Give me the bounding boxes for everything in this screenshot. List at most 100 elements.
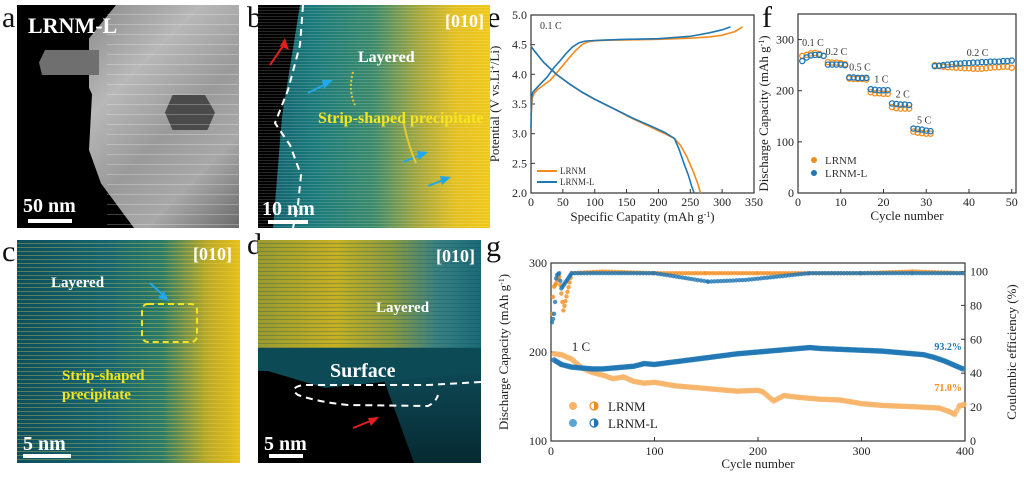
efficiency-point-lrnm-l (777, 274, 782, 279)
x-tick-label: 200 (649, 195, 667, 209)
data-point-lrnm-l (799, 57, 806, 65)
legend-marker-efficiency-lrnm (589, 401, 599, 411)
capacity-point-lrnm-l (748, 349, 755, 356)
capacity-point-lrnm-l (918, 351, 925, 358)
capacity-point-lrnm-l (846, 346, 852, 353)
efficiency-point-lrnm (929, 269, 935, 275)
capacity-point-lrnm-l (695, 356, 701, 362)
efficiency-point-lrnm (591, 269, 596, 275)
capacity-point-lrnm (811, 395, 817, 402)
efficiency-point-lrnm-l (698, 278, 704, 283)
efficiency-point-lrnm-l (734, 278, 739, 283)
capacity-point-lrnm-l (809, 344, 815, 351)
capacity-point-lrnm-l (813, 345, 819, 351)
rate-label: 1 C (874, 75, 889, 86)
efficiency-point-lrnm-l (606, 270, 612, 276)
capacity-point-lrnm-l (960, 366, 966, 372)
efficiency-point-lrnm (551, 284, 557, 289)
capacity-point-lrnm-l (794, 345, 801, 352)
y-tick-label: 200 (529, 345, 547, 359)
efficiency-point-lrnm (905, 269, 911, 274)
efficiency-point-lrnm-l (893, 270, 898, 276)
capacity-point-lrnm-l (651, 361, 658, 368)
efficiency-point-lrnm-l (774, 274, 779, 279)
layered-region (258, 240, 481, 350)
capacity-point-lrnm-l (947, 360, 954, 367)
capacity-point-lrnm-l (937, 356, 943, 363)
efficiency-point-lrnm (667, 270, 673, 276)
efficiency-point-lrnm (832, 270, 837, 276)
efficiency-point-lrnm-l (730, 278, 736, 283)
capacity-point-lrnm (953, 407, 960, 414)
efficiency-point-lrnm-l (588, 270, 593, 276)
capacity-point-lrnm-l (949, 361, 956, 368)
capacity-point-lrnm-l (583, 365, 589, 372)
capacity-point-lrnm-l (573, 364, 579, 371)
data-point-lrnm-l (918, 126, 926, 133)
capacity-point-lrnm-l (557, 361, 564, 367)
scalebar-a (28, 219, 72, 223)
efficiency-point-lrnm (884, 270, 889, 275)
capacity-point-lrnm-l (686, 357, 693, 363)
data-point-lrnm (897, 105, 904, 112)
capacity-point-lrnm-l (908, 350, 914, 357)
efficiency-point-lrnm (625, 270, 630, 275)
efficiency-point-lrnm (887, 270, 892, 275)
capacity-point-lrnm (842, 397, 848, 404)
capacity-point-lrnm-l (895, 349, 902, 356)
capacity-point-lrnm (931, 404, 937, 411)
efficiency-point-lrnm-l (612, 270, 618, 276)
blue-arrow-head (158, 291, 169, 301)
capacity-point-lrnm (875, 402, 881, 408)
efficiency-point-lrnm (731, 270, 737, 276)
efficiency-point-lrnm-l (884, 270, 889, 276)
efficiency-point-lrnm-l (565, 277, 570, 282)
efficiency-point-lrnm-l (810, 270, 816, 276)
capacity-point-lrnm (668, 382, 674, 388)
micrograph-a: LRNM-L 50 nm (17, 5, 239, 228)
capacity-point-lrnm-l (953, 363, 960, 370)
efficiency-point-lrnm (896, 269, 901, 275)
efficiency-point-lrnm (686, 270, 691, 276)
efficiency-point-lrnm-l (942, 270, 947, 276)
capacity-point-lrnm (827, 396, 834, 403)
efficiency-point-lrnm (862, 270, 867, 276)
capacity-point-lrnm-l (854, 347, 861, 353)
rate-annotation: 0.1 C (540, 21, 562, 32)
capacity-point-lrnm (736, 388, 743, 394)
efficiency-point-lrnm (600, 269, 605, 274)
capacity-point-lrnm (722, 387, 728, 393)
capacity-point-lrnm-l (862, 347, 869, 354)
efficiency-point-lrnm-l (887, 270, 892, 276)
capacity-point-lrnm (789, 393, 795, 400)
efficiency-point-lrnm (557, 274, 562, 279)
panel-d-overlay (293, 381, 481, 429)
efficiency-point-lrnm (555, 277, 560, 283)
capacity-point-lrnm (798, 394, 805, 401)
capacity-point-lrnm-l (885, 348, 892, 355)
efficiency-point-lrnm (719, 270, 724, 276)
capacity-point-lrnm (558, 351, 565, 358)
capacity-point-lrnm (585, 367, 592, 374)
capacity-point-lrnm-l (811, 345, 817, 351)
efficiency-point-lrnm-l (644, 270, 649, 276)
capacity-point-lrnm-l (597, 366, 604, 372)
capacity-point-lrnm (744, 387, 751, 394)
capacity-point-lrnm-l (788, 346, 794, 352)
capacity-point-lrnm (887, 402, 894, 409)
legend-marker-efficiency-lrnm-l (589, 418, 599, 428)
efficiency-point-lrnm (692, 270, 698, 276)
capacity-point-lrnm (817, 396, 823, 402)
efficiency-point-lrnm (704, 270, 709, 276)
efficiency-point-lrnm (802, 270, 807, 276)
data-point-lrnm (927, 130, 934, 137)
efficiency-point-lrnm-l (805, 271, 810, 276)
capacity-point-lrnm-l (792, 345, 799, 352)
lattice-fringes (17, 240, 240, 463)
efficiency-point-lrnm (680, 270, 685, 276)
data-point-lrnm-l (987, 58, 994, 65)
y-right-tick-label: 20 (970, 400, 982, 414)
efficiency-point-lrnm (559, 291, 564, 296)
capacity-point-lrnm (908, 403, 914, 410)
data-point-lrnm (799, 52, 806, 60)
